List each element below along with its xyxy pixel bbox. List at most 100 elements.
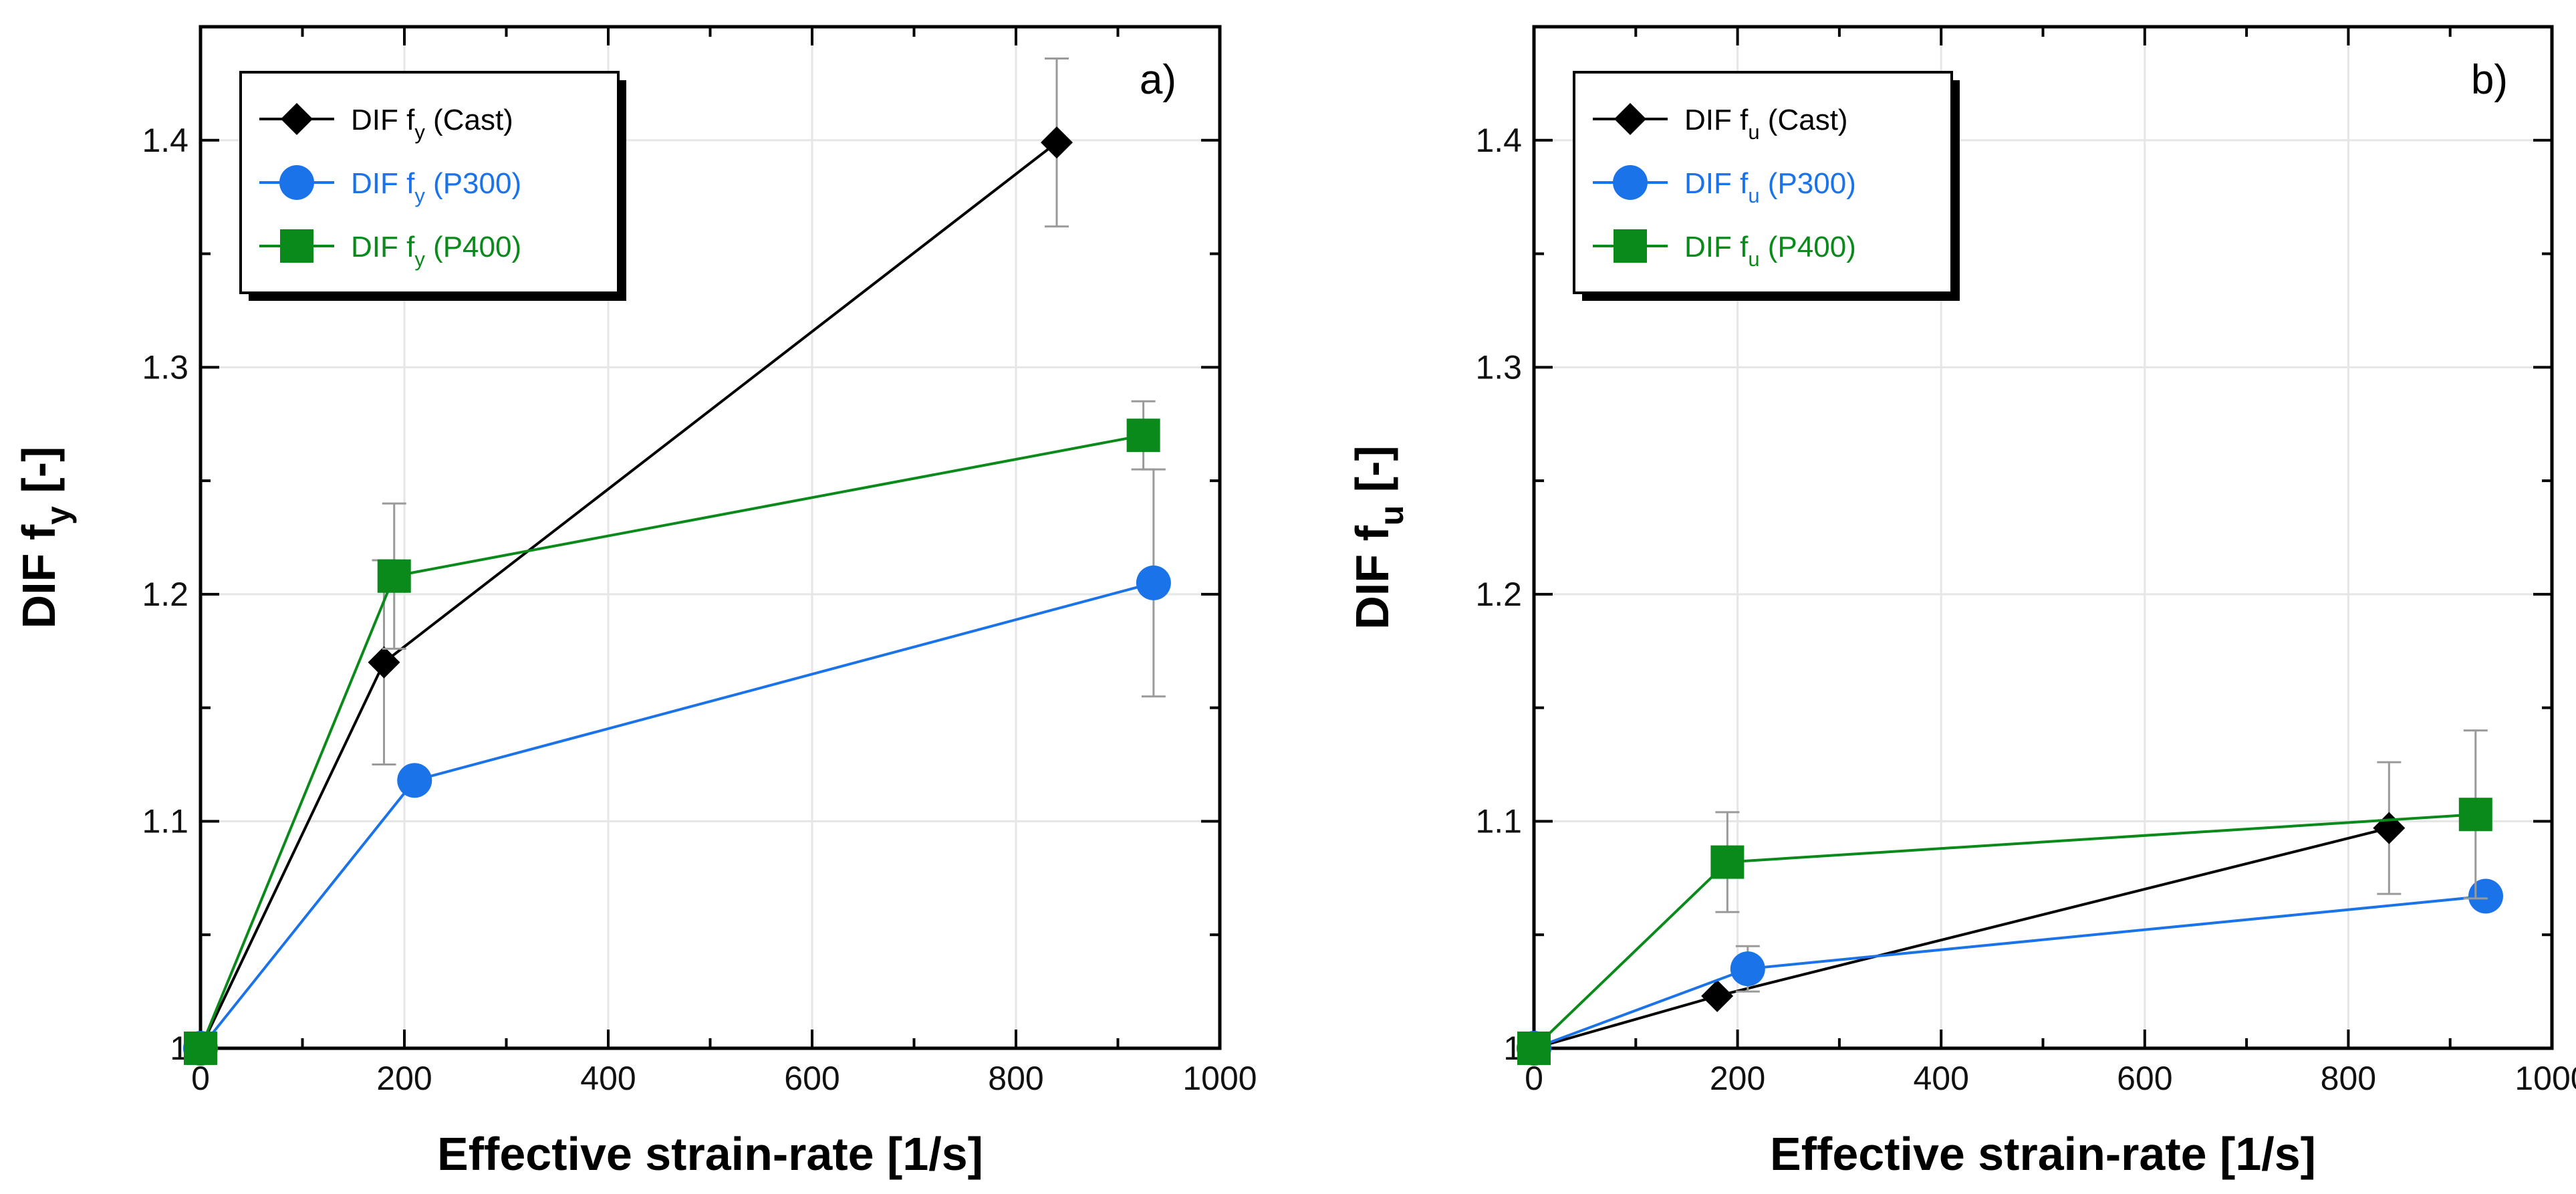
y-tick-label: 1.4 [1475, 122, 1522, 159]
series-3 [184, 400, 1160, 1065]
legend-label-subscript: u [1748, 120, 1759, 144]
legend-item: DIF fu (P300) [1593, 165, 1856, 207]
legend-label-subscript: u [1748, 247, 1759, 271]
y-axis-title-subscript: u [1373, 505, 1410, 526]
legend-marker [279, 165, 314, 200]
legend-marker [281, 103, 313, 135]
series-line [199, 581, 1154, 1050]
x-tick-label: 400 [580, 1060, 636, 1097]
panel-label: b) [2471, 57, 2508, 103]
legend-label: DIF fu (P300) [1684, 167, 1856, 207]
series-1 [1518, 761, 2406, 1064]
y-tick-label: 1.3 [142, 348, 188, 386]
data-point [397, 763, 432, 798]
series-line [199, 434, 1144, 1049]
data-point [1701, 979, 1734, 1012]
legend-label-suffix: (Cast) [1760, 104, 1848, 136]
data-point [1517, 1032, 1551, 1065]
x-tick-label: 600 [2117, 1060, 2172, 1097]
legend-item: DIF fu (P400) [1593, 229, 1856, 271]
legend-label: DIF fy (P400) [351, 231, 521, 271]
legend-item: DIF fy (P300) [259, 165, 521, 207]
legend-label: DIF fu (P400) [1684, 231, 1856, 271]
series-3 [1517, 729, 2492, 1065]
data-point [377, 559, 411, 593]
legend-label-main: DIF f [1684, 104, 1749, 136]
data-point [2458, 798, 2492, 832]
chart-panel-a: 0 200 400 600 800 100011.11.21.31.4Effective … [13, 25, 1257, 1180]
x-tick-label: 200 [1710, 1060, 1765, 1097]
data-point [1041, 126, 1073, 159]
plot-frame [199, 25, 1222, 1050]
data-point [2468, 878, 2504, 914]
data-point [2373, 812, 2406, 844]
legend-label-subscript: y [414, 120, 425, 144]
y-tick-label: 1.1 [142, 802, 188, 840]
y-tick-label: 1.2 [1475, 576, 1522, 613]
legend-marker [1614, 229, 1647, 263]
y-tick-label: 1.4 [142, 122, 188, 159]
x-axis-title: Effective strain-rate [1/s] [437, 1128, 983, 1180]
legend-label-suffix: (P400) [1760, 231, 1856, 263]
legend-marker [1614, 103, 1646, 135]
legend-label-main: DIF f [351, 104, 415, 136]
x-tick-label: 400 [1913, 1060, 1968, 1097]
legend-label-suffix: (Cast) [425, 104, 513, 136]
y-axis-title-subscript: y [39, 506, 77, 525]
data-point [1710, 845, 1745, 879]
panel-label: a) [1140, 57, 1176, 103]
chart-panel-b: 0200400600800100011.11.21.31.4Effective … [1346, 25, 2576, 1180]
y-axis-title-tail: [-] [1346, 445, 1398, 505]
legend-item: DIF fu (Cast) [1593, 103, 1848, 144]
data-point [1136, 565, 1171, 600]
y-axis-title: DIF fy [-] [13, 447, 77, 629]
legend: DIF fy (Cast)DIF fy (P300)DIF fy (P400) [239, 71, 626, 301]
x-tick-label: 600 [784, 1060, 840, 1097]
x-tick-label: 0 [191, 1060, 210, 1097]
legend-label-main: DIF f [1684, 167, 1749, 200]
x-tick-label: 0 [1525, 1060, 1543, 1097]
data-point [1126, 419, 1160, 453]
data-point [368, 646, 400, 679]
legend-label: DIF fu (Cast) [1684, 104, 1848, 144]
legend-label-main: DIF f [1684, 231, 1749, 263]
data-point [1730, 951, 1765, 987]
y-axis-title-tail: [-] [13, 447, 65, 506]
x-tick-label: 200 [376, 1060, 432, 1097]
series-line [1533, 826, 2390, 1050]
legend-label-suffix: (P400) [425, 231, 521, 263]
x-tick-label: 1000 [1182, 1060, 1257, 1097]
series-line [1533, 813, 2476, 1050]
x-tick-label: 800 [2321, 1060, 2376, 1097]
legend-item: DIF fy (Cast) [259, 103, 513, 144]
x-tick-label: 1000 [2515, 1060, 2576, 1097]
y-tick-label: 1.1 [1475, 802, 1522, 840]
series-line [1533, 894, 2486, 1050]
y-axis-title: DIF fu [-] [1346, 445, 1410, 629]
legend-label-suffix: (P300) [425, 167, 521, 200]
y-axis-title-main: DIF f [1346, 525, 1398, 630]
legend-marker [280, 229, 313, 263]
legend-label-subscript: y [414, 247, 425, 271]
legend-label: DIF fy (P300) [351, 167, 521, 207]
y-tick-label: 1.2 [142, 576, 188, 613]
legend-marker [1613, 165, 1648, 200]
legend-label-main: DIF f [351, 231, 415, 263]
legend-label-subscript: y [414, 184, 425, 207]
legend: DIF fu (Cast)DIF fu (P300)DIF fu (P400) [1573, 71, 1960, 301]
legend-label-subscript: u [1748, 184, 1759, 207]
y-tick-label: 1.3 [1475, 348, 1522, 386]
plot-frame [1532, 25, 2554, 1050]
legend-label-main: DIF f [351, 167, 415, 200]
y-axis-title-main: DIF f [13, 524, 65, 628]
legend-item: DIF fy (P400) [259, 229, 521, 271]
x-tick-label: 800 [988, 1060, 1043, 1097]
x-axis-title: Effective strain-rate [1/s] [1770, 1128, 2316, 1180]
legend-label-suffix: (P300) [1760, 167, 1856, 200]
series-2 [1517, 878, 2504, 1066]
legend-label: DIF fy (Cast) [351, 104, 513, 144]
series-2 [183, 468, 1171, 1066]
data-point [184, 1032, 217, 1065]
